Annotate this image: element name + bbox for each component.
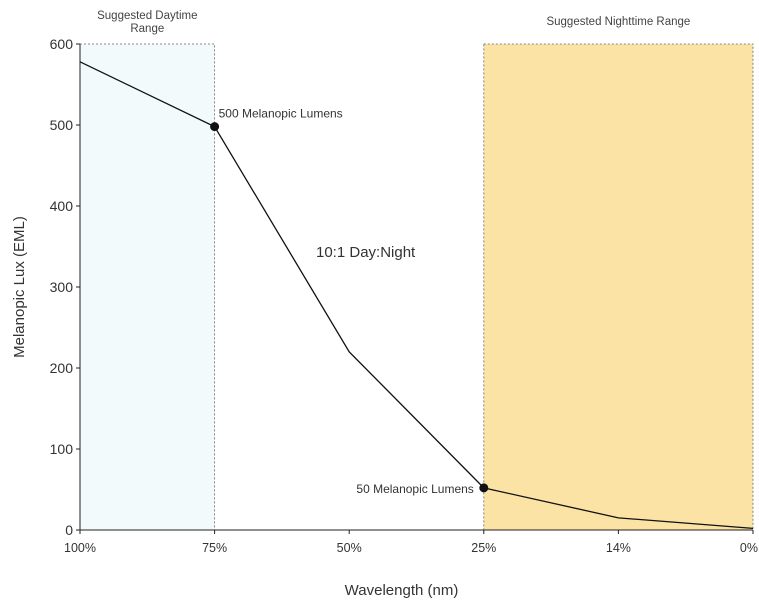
x-tick-label-2: 50%	[337, 541, 362, 555]
x-tick-label-4: 14%	[606, 541, 631, 555]
marker-label-0: 500 Melanopic Lumens	[219, 107, 343, 121]
y-tick-label-100: 100	[50, 441, 74, 457]
tick-labels: 0 100 200 300 400 500 600 100% 75% 50% 25% 14% 0%	[50, 36, 758, 555]
marker-dot-0	[210, 122, 220, 132]
x-axis-label: Wavelength (nm)	[345, 582, 459, 599]
y-tick-label-300: 300	[50, 279, 74, 295]
x-tick-label-3: 25%	[471, 541, 496, 555]
y-tick-label-0: 0	[65, 522, 73, 538]
x-tick-label-5: 0%	[740, 541, 758, 555]
x-tick-label-1: 75%	[202, 541, 227, 555]
region-label-0-0: Suggested Daytime	[97, 10, 197, 22]
shaded-region-1	[483, 43, 754, 531]
marker-layer: 500 Melanopic Lumens 50 Melanopic Lumens	[210, 107, 489, 496]
series-line-0	[79, 61, 754, 530]
region-label-0-1: Range	[130, 23, 164, 35]
marker-dot-1	[479, 483, 489, 493]
y-axis-label: Melanopic Lux (EML)	[11, 216, 28, 358]
y-tick-label-500: 500	[50, 117, 74, 133]
ratio-annotation: 10:1 Day:Night	[316, 244, 416, 261]
marker-label-1: 50 Melanopic Lumens	[356, 482, 473, 496]
region-label-1-0: Suggested Nighttime Range	[546, 16, 690, 28]
y-tick-label-600: 600	[50, 36, 74, 52]
y-tick-label-200: 200	[50, 360, 74, 376]
y-tick-label-400: 400	[50, 198, 74, 214]
shaded-region-0	[79, 43, 216, 531]
x-tick-label-0: 100%	[64, 541, 96, 555]
